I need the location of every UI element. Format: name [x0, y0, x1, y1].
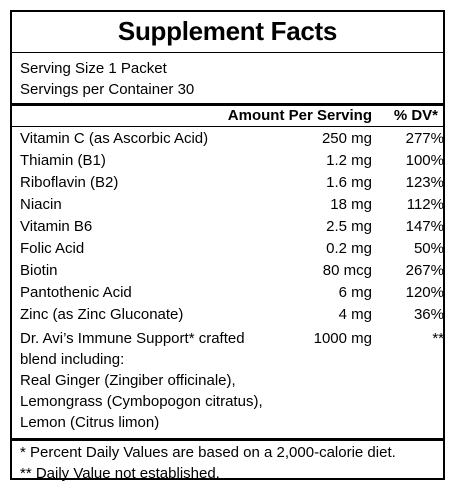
nutrient-dv: 50%: [413, 240, 444, 257]
nutrient-dv: 36%: [413, 306, 444, 323]
nutrient-amount: 4 mg: [338, 306, 372, 323]
supplement-facts-panel: Supplement Facts Serving Size 1 Packet S…: [10, 10, 445, 482]
label-title: Supplement Facts: [117, 16, 338, 46]
nutrient-row: Pantothenic Acid 6 mg 120%: [12, 282, 444, 304]
nutrient-amount: 6 mg: [338, 284, 372, 301]
footnote-not-established: ** Daily Value not established.: [20, 465, 220, 482]
nutrient-name: Riboflavin (B2): [20, 174, 119, 191]
nutrient-name: Zinc (as Zinc Gluconate): [20, 306, 184, 323]
nutrient-row: Thiamin (B1) 1.2 mg 100%: [12, 150, 444, 172]
nutrient-amount: 1.2 mg: [326, 152, 372, 169]
serving-size: Serving Size 1 Packet: [20, 60, 167, 77]
header-divider: [12, 126, 443, 127]
nutrient-name: Thiamin (B1): [20, 152, 106, 169]
footnote-daily-value: * Percent Daily Values are based on a 2,…: [20, 444, 396, 461]
nutrient-name: Niacin: [20, 196, 62, 213]
nutrient-dv: 147%: [405, 218, 444, 235]
title-divider: [12, 52, 443, 53]
nutrient-row: Zinc (as Zinc Gluconate) 4 mg 36%: [12, 304, 444, 326]
servings-per-container: Servings per Container 30: [20, 81, 195, 98]
nutrient-row: Riboflavin (B2) 1.6 mg 123%: [12, 172, 444, 194]
blend-line: Lemongrass (Cymbopogon citratus),: [20, 393, 263, 410]
nutrient-amount: 0.2 mg: [326, 240, 372, 257]
nutrient-dv: 123%: [405, 174, 444, 191]
daily-value-header: % DV*: [393, 107, 438, 124]
blend-line: Lemon (Citrus limon): [20, 414, 160, 431]
nutrient-row: Vitamin B6 2.5 mg 147%: [12, 216, 444, 238]
nutrient-dv: 277%: [405, 130, 444, 147]
nutrient-row: Biotin 80 mcg 267%: [12, 260, 444, 282]
nutrient-name: Biotin: [20, 262, 58, 279]
serving-divider: [12, 103, 443, 106]
nutrient-row: Folic Acid 0.2 mg 50%: [12, 238, 444, 260]
nutrient-amount: 2.5 mg: [326, 218, 372, 235]
nutrient-dv: 100%: [405, 152, 444, 169]
nutrient-name: Pantothenic Acid: [20, 284, 132, 301]
nutrient-amount: 1.6 mg: [326, 174, 372, 191]
nutrient-amount: 80 mcg: [322, 262, 372, 279]
blend-dv: **: [432, 330, 444, 347]
nutrient-name: Vitamin B6: [20, 218, 93, 235]
footnote-divider: [12, 438, 443, 441]
amount-per-serving-header: Amount Per Serving: [227, 107, 372, 124]
nutrient-name: Folic Acid: [20, 240, 85, 257]
blend-line: Real Ginger (Zingiber officinale),: [20, 372, 236, 389]
nutrient-amount: 250 mg: [321, 130, 372, 147]
nutrient-row: Niacin 18 mg 112%: [12, 194, 444, 216]
nutrient-dv: 112%: [406, 196, 444, 213]
blend-amount: 1000 mg: [313, 330, 372, 347]
nutrient-row: Vitamin C (as Ascorbic Acid) 250 mg 277%: [12, 128, 444, 150]
blend-line: blend including:: [20, 351, 125, 368]
nutrient-dv: 120%: [405, 284, 444, 301]
nutrient-amount: 18 mg: [330, 196, 372, 213]
nutrient-dv: 267%: [405, 262, 444, 279]
nutrient-name: Vitamin C (as Ascorbic Acid): [20, 130, 209, 147]
blend-line: Dr. Avi’s Immune Support* crafted: [20, 330, 245, 347]
